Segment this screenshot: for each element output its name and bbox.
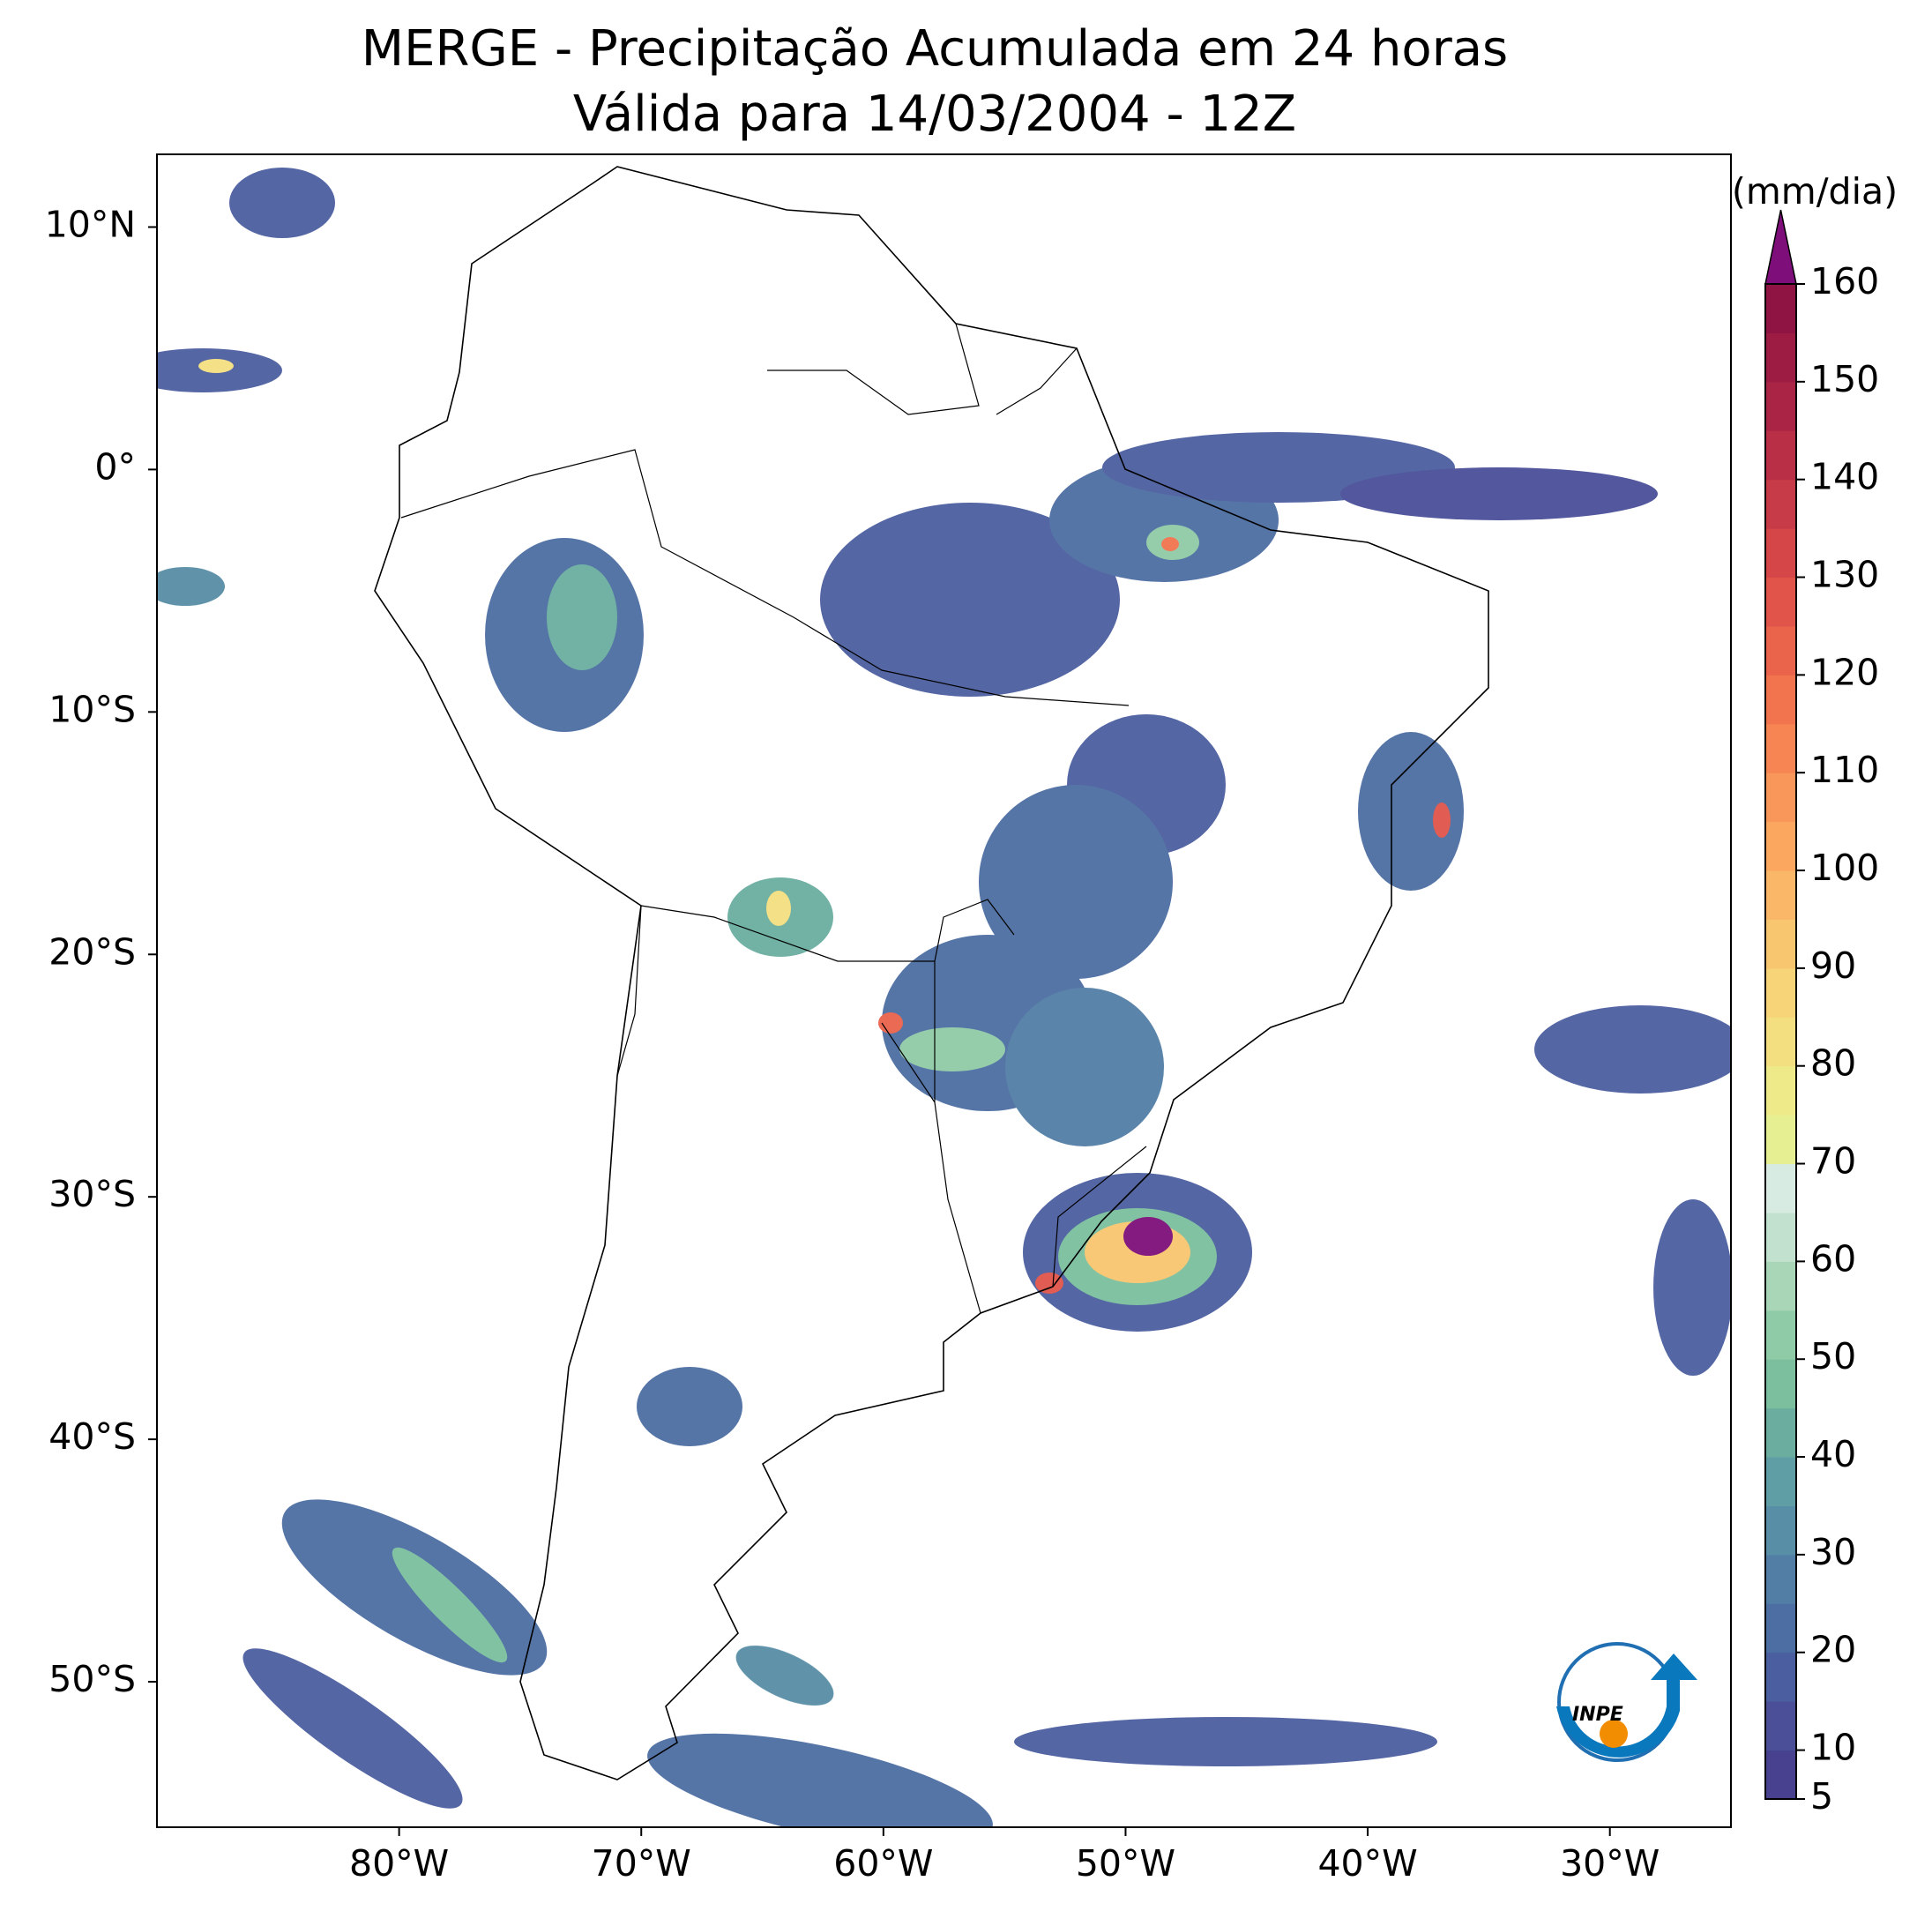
colorbar-bin: [1765, 1359, 1796, 1409]
y-tick-label: 50°S: [48, 1658, 136, 1700]
logo-text: INPE: [1572, 1704, 1623, 1726]
colorbar-bin: [1765, 1457, 1796, 1506]
colorbar-bin: [1765, 870, 1796, 920]
y-tick-label: 0°: [94, 445, 136, 488]
colorbar-bin: [1765, 1212, 1796, 1262]
colorbar-bin: [1765, 1310, 1796, 1360]
colorbar-tick-label: 100: [1810, 847, 1879, 889]
colorbar-extend: [1764, 209, 1797, 285]
colorbar-tick-label: 20: [1810, 1629, 1856, 1671]
colorbar-bin: [1765, 1603, 1796, 1653]
colorbar-bin: [1765, 381, 1796, 431]
colorbar-bin: [1765, 967, 1796, 1018]
subtitle: Válida para 14/03/2004 - 12Z: [573, 86, 1296, 143]
colorbar-tick-label: 120: [1810, 651, 1879, 693]
colorbar-tick-label: 160: [1810, 260, 1879, 302]
colorbar-tick-label: 60: [1810, 1237, 1856, 1280]
colorbar-frame: [1764, 283, 1797, 1800]
colorbar-tick-label: 30: [1810, 1531, 1856, 1573]
colorbar-bin: [1765, 1701, 1796, 1751]
colorbar-bin: [1765, 1017, 1796, 1067]
colorbar-bin: [1765, 821, 1796, 871]
colorbar-bin: [1765, 528, 1796, 579]
colorbar-tick-label: 40: [1810, 1433, 1856, 1475]
map-frame: [156, 153, 1732, 1828]
colorbar-tick-label: 90: [1810, 944, 1856, 987]
colorbar-bin: [1765, 1261, 1796, 1311]
y-tick-label: 20°S: [48, 930, 136, 973]
colorbar-bin: [1765, 1652, 1796, 1702]
colorbar-bin: [1765, 625, 1796, 676]
x-tick-label: 50°W: [1076, 1842, 1175, 1885]
colorbar-bin: [1765, 430, 1796, 481]
colorbar-tick-label: 130: [1810, 554, 1879, 596]
colorbar-bin: [1765, 1407, 1796, 1458]
colorbar-bin: [1765, 1115, 1796, 1165]
title: MERGE - Precipitação Acumulada em 24 hor…: [362, 20, 1508, 78]
colorbar-tick-label: 50: [1810, 1335, 1856, 1377]
colorbar-tick-label: 110: [1810, 749, 1879, 791]
y-tick-label: 40°S: [48, 1415, 136, 1458]
colorbar-tick-label: 150: [1810, 358, 1879, 400]
colorbar-bin: [1765, 332, 1796, 383]
y-tick-label: 10°N: [45, 203, 136, 245]
colorbar-bin: [1765, 1065, 1796, 1116]
colorbar-tick-label: 10: [1810, 1727, 1856, 1769]
coastline: [374, 166, 1489, 1780]
colorbar-label: (mm/dia): [1732, 170, 1898, 213]
colorbar-bin: [1765, 1750, 1796, 1800]
colorbar-tick-label: 70: [1810, 1140, 1856, 1183]
x-tick-label: 60°W: [833, 1842, 933, 1885]
colorbar-tick-label: 140: [1810, 456, 1879, 498]
colorbar-tick-label: 80: [1810, 1042, 1856, 1085]
country-borders: [400, 323, 1147, 1314]
colorbar-bin: [1765, 773, 1796, 823]
colorbar-bin: [1765, 479, 1796, 529]
colorbar-bin: [1765, 1505, 1796, 1556]
y-tick-label: 30°S: [48, 1173, 136, 1215]
colorbar-bin: [1765, 723, 1796, 773]
logo: INPE: [1556, 1642, 1697, 1762]
x-tick-label: 80°W: [349, 1842, 449, 1885]
x-tick-label: 40°W: [1317, 1842, 1417, 1885]
colorbar-bin: [1765, 675, 1796, 725]
colorbar-bin: [1765, 919, 1796, 969]
colorbar-bin: [1765, 577, 1796, 627]
colorbar-tick-label: 5: [1810, 1775, 1833, 1818]
colorbar-bin: [1765, 1163, 1796, 1213]
colorbar-bin: [1765, 284, 1796, 333]
colorbar-bin: [1765, 1554, 1796, 1604]
x-tick-label: 30°W: [1560, 1842, 1660, 1885]
y-tick-label: 10°S: [48, 688, 136, 730]
x-tick-label: 70°W: [592, 1842, 691, 1885]
